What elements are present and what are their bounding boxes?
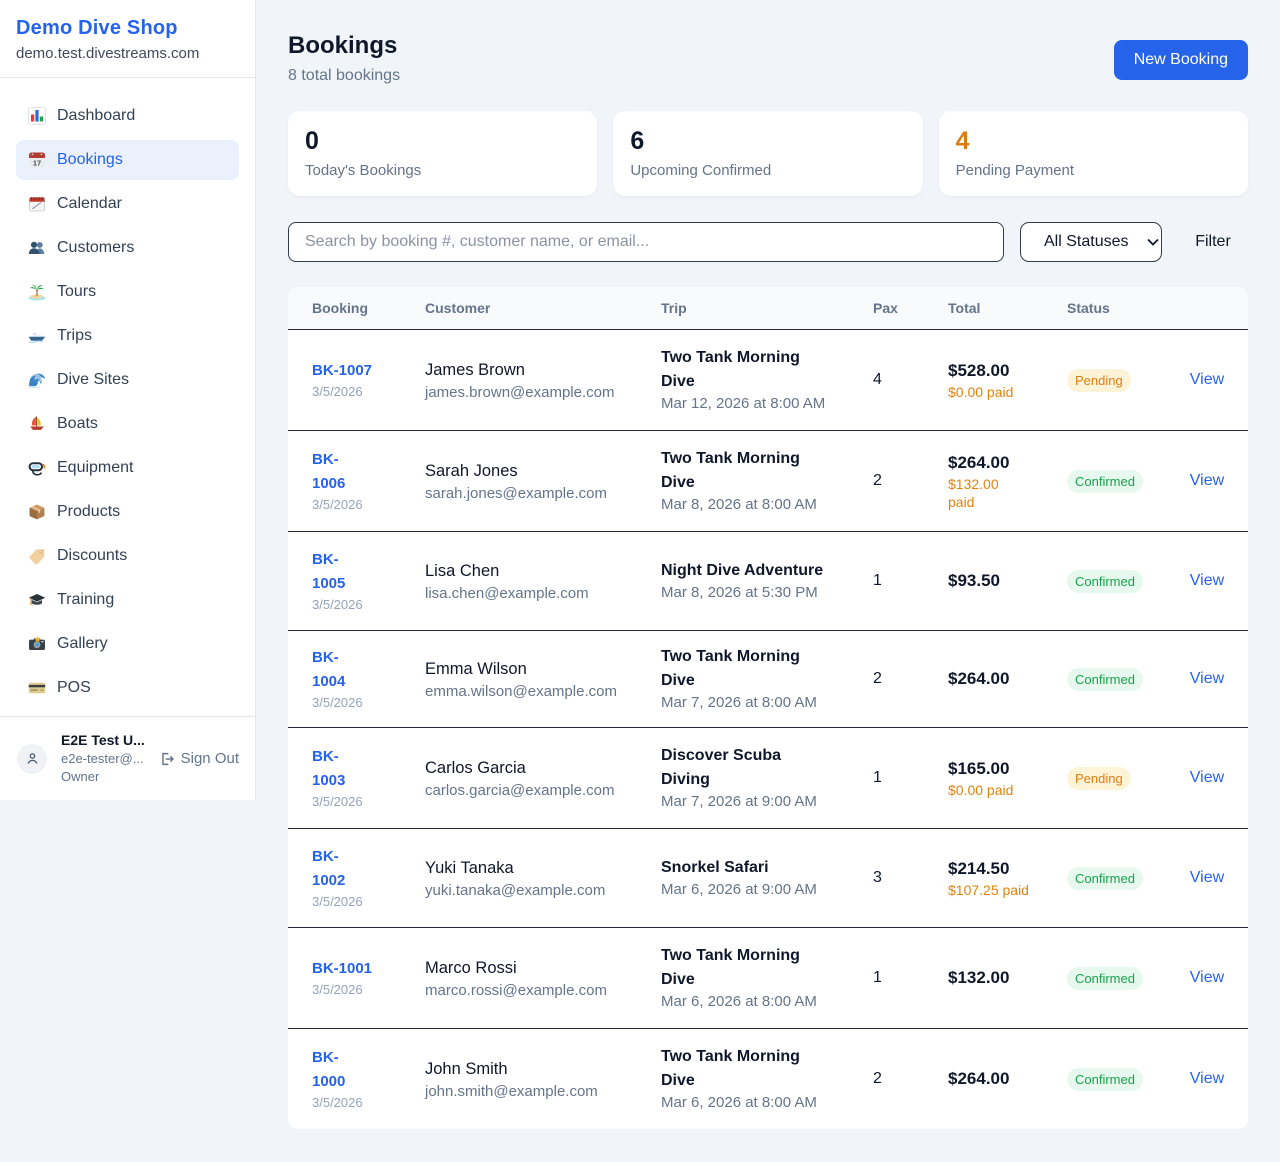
svg-text:17: 17 (33, 159, 41, 168)
